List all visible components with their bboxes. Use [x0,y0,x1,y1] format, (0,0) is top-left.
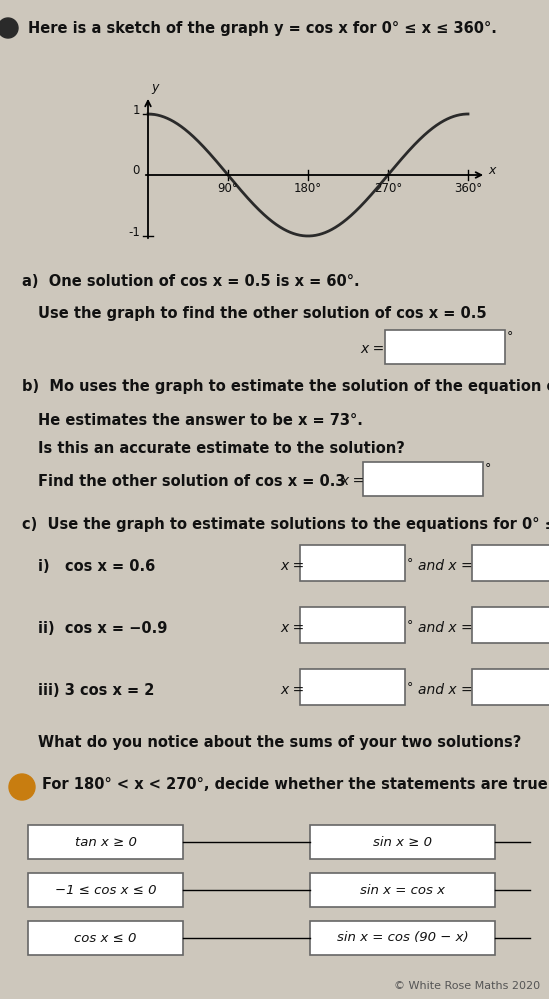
Bar [300,669,405,705]
Text: 0: 0 [133,165,140,178]
Text: i)   cos x = 0.6: i) cos x = 0.6 [38,559,155,574]
Text: x =: x = [280,621,304,635]
Text: a)  One solution of cos x = 0.5 is x = 60°.: a) One solution of cos x = 0.5 is x = 60… [22,274,360,289]
Bar [300,607,405,643]
Text: and x =: and x = [418,621,473,635]
Text: 270°: 270° [374,182,402,195]
Text: and x =: and x = [418,559,473,573]
Bar [310,873,495,907]
Bar [310,921,495,955]
Bar [28,921,183,955]
Text: x: x [488,164,495,177]
Text: °: ° [485,462,491,475]
Text: 90°: 90° [217,182,238,195]
Circle shape [9,774,35,800]
Text: sin x = cos x: sin x = cos x [360,883,445,896]
Bar [472,669,549,705]
Text: c)  Use the graph to estimate solutions to the equations for 0° ≤ x ≤ 360°.: c) Use the graph to estimate solutions t… [22,517,549,532]
Text: x =: x = [360,342,384,356]
Bar [28,825,183,859]
Text: 1: 1 [132,104,140,117]
Text: °: ° [407,557,413,570]
Text: cos x ≤ 0: cos x ≤ 0 [74,931,137,944]
Text: b)  Mo uses the graph to estimate the solution of the equation cos x = 0.3: b) Mo uses the graph to estimate the sol… [22,379,549,394]
Text: 180°: 180° [294,182,322,195]
Text: x =: x = [280,559,304,573]
Text: and x =: and x = [418,683,473,697]
Text: −1 ≤ cos x ≤ 0: −1 ≤ cos x ≤ 0 [55,883,156,896]
Bar [300,545,405,581]
Bar [472,607,549,643]
Text: Here is a sketch of the graph y = cos x for 0° ≤ x ≤ 360°.: Here is a sketch of the graph y = cos x … [28,21,497,36]
Text: He estimates the answer to be x = 73°.: He estimates the answer to be x = 73°. [38,413,363,428]
Text: Use the graph to find the other solution of cos x = 0.5: Use the graph to find the other solution… [38,306,486,321]
Text: 360°: 360° [454,182,482,195]
Text: °: ° [507,330,513,343]
Text: Find the other solution of cos x = 0.3: Find the other solution of cos x = 0.3 [38,474,345,489]
Text: For 180° < x < 270°, decide whether the statements are true or false.: For 180° < x < 270°, decide whether the … [42,777,549,792]
Text: x =: x = [280,683,304,697]
Bar [363,462,483,496]
Text: sin x ≥ 0: sin x ≥ 0 [373,835,432,848]
Bar [385,330,505,364]
Text: Is this an accurate estimate to the solution?: Is this an accurate estimate to the solu… [38,441,405,456]
Bar [28,873,183,907]
Text: °: ° [407,681,413,694]
Text: tan x ≥ 0: tan x ≥ 0 [75,835,137,848]
Bar [472,545,549,581]
Text: iii) 3 cos x = 2: iii) 3 cos x = 2 [38,683,154,698]
Text: y: y [151,81,158,94]
Text: What do you notice about the sums of your two solutions?: What do you notice about the sums of you… [38,735,522,750]
Circle shape [0,18,18,38]
Bar [310,825,495,859]
Text: ii)  cos x = −0.9: ii) cos x = −0.9 [38,621,167,636]
Text: x =: x = [340,474,364,488]
Text: °: ° [407,619,413,632]
Text: sin x = cos (90 − x): sin x = cos (90 − x) [337,931,468,944]
Text: © White Rose Maths 2020: © White Rose Maths 2020 [394,981,540,991]
Text: 7: 7 [18,774,26,787]
Text: -1: -1 [128,226,140,239]
